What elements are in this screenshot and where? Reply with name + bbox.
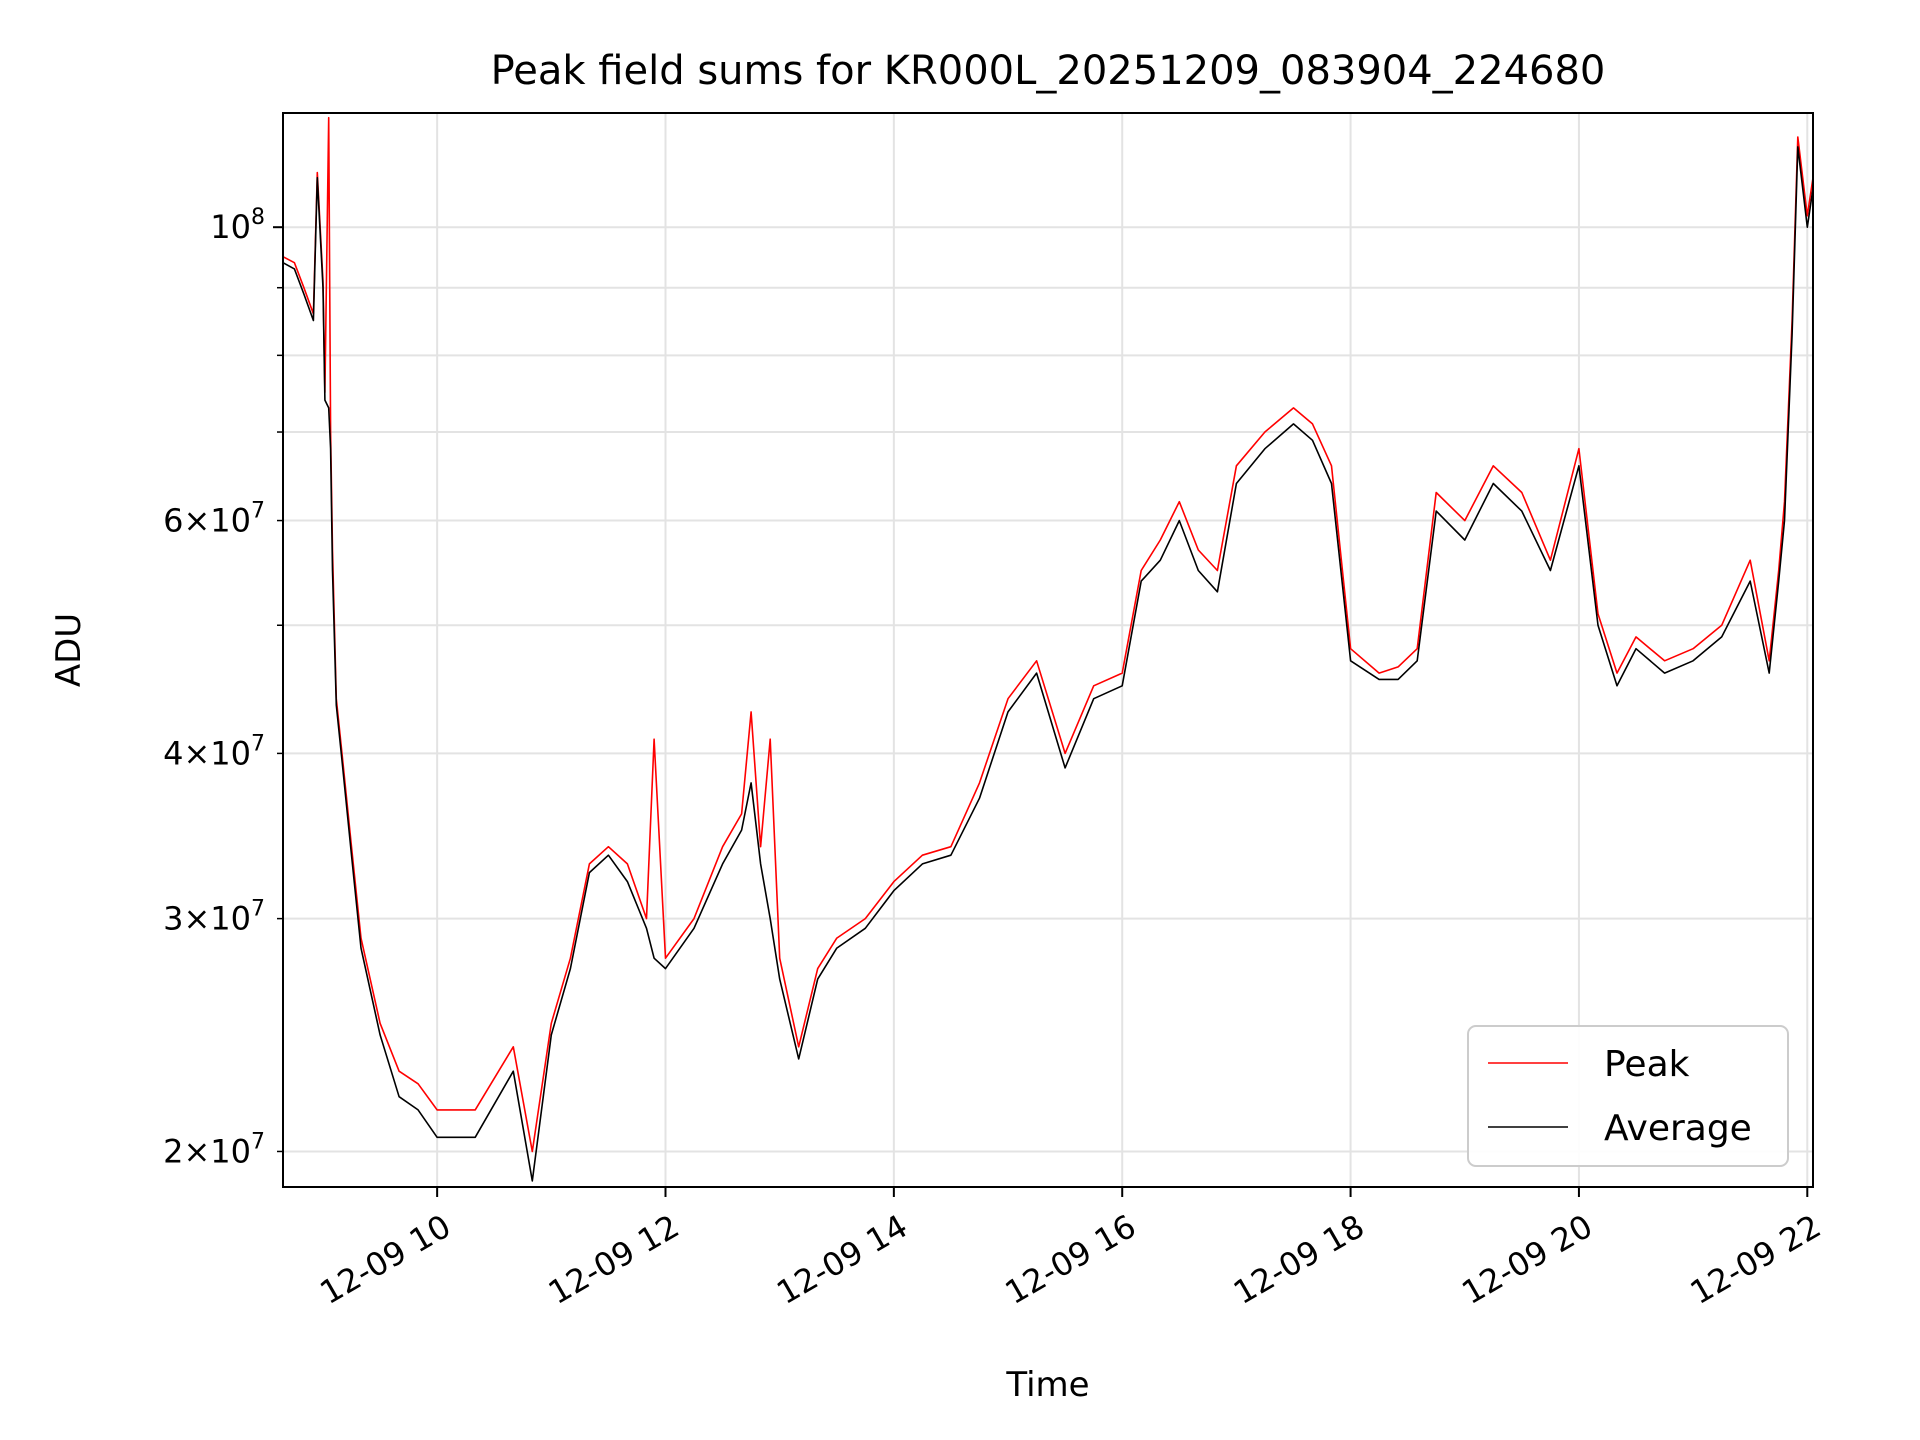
y-ticks: 108 2×107 3×107 4×107 6×107 xyxy=(163,205,283,1170)
y-tick-label: 108 xyxy=(210,205,265,246)
series-line-average xyxy=(282,146,1814,1182)
chart-title: Peak field sums for KR000L_20251209_0839… xyxy=(491,48,1606,94)
grid xyxy=(283,113,1813,1187)
legend-label-average: Average xyxy=(1604,1108,1752,1149)
series-layer xyxy=(282,116,1814,1182)
y-tick-label: 4×107 xyxy=(163,731,265,772)
series-line-peak xyxy=(282,116,1814,1153)
legend-box xyxy=(1467,1025,1789,1167)
legend-label-peak: Peak xyxy=(1604,1044,1690,1085)
y-tick-label: 6×107 xyxy=(163,499,265,540)
legend: Peak Average xyxy=(1467,1025,1789,1167)
x-axis-label: Time xyxy=(1005,1365,1089,1405)
plot-frame xyxy=(282,112,1814,1188)
y-tick-label: 3×107 xyxy=(163,897,265,938)
y-tick-label: 2×107 xyxy=(163,1129,265,1170)
y-axis-label: ADU xyxy=(49,613,89,687)
